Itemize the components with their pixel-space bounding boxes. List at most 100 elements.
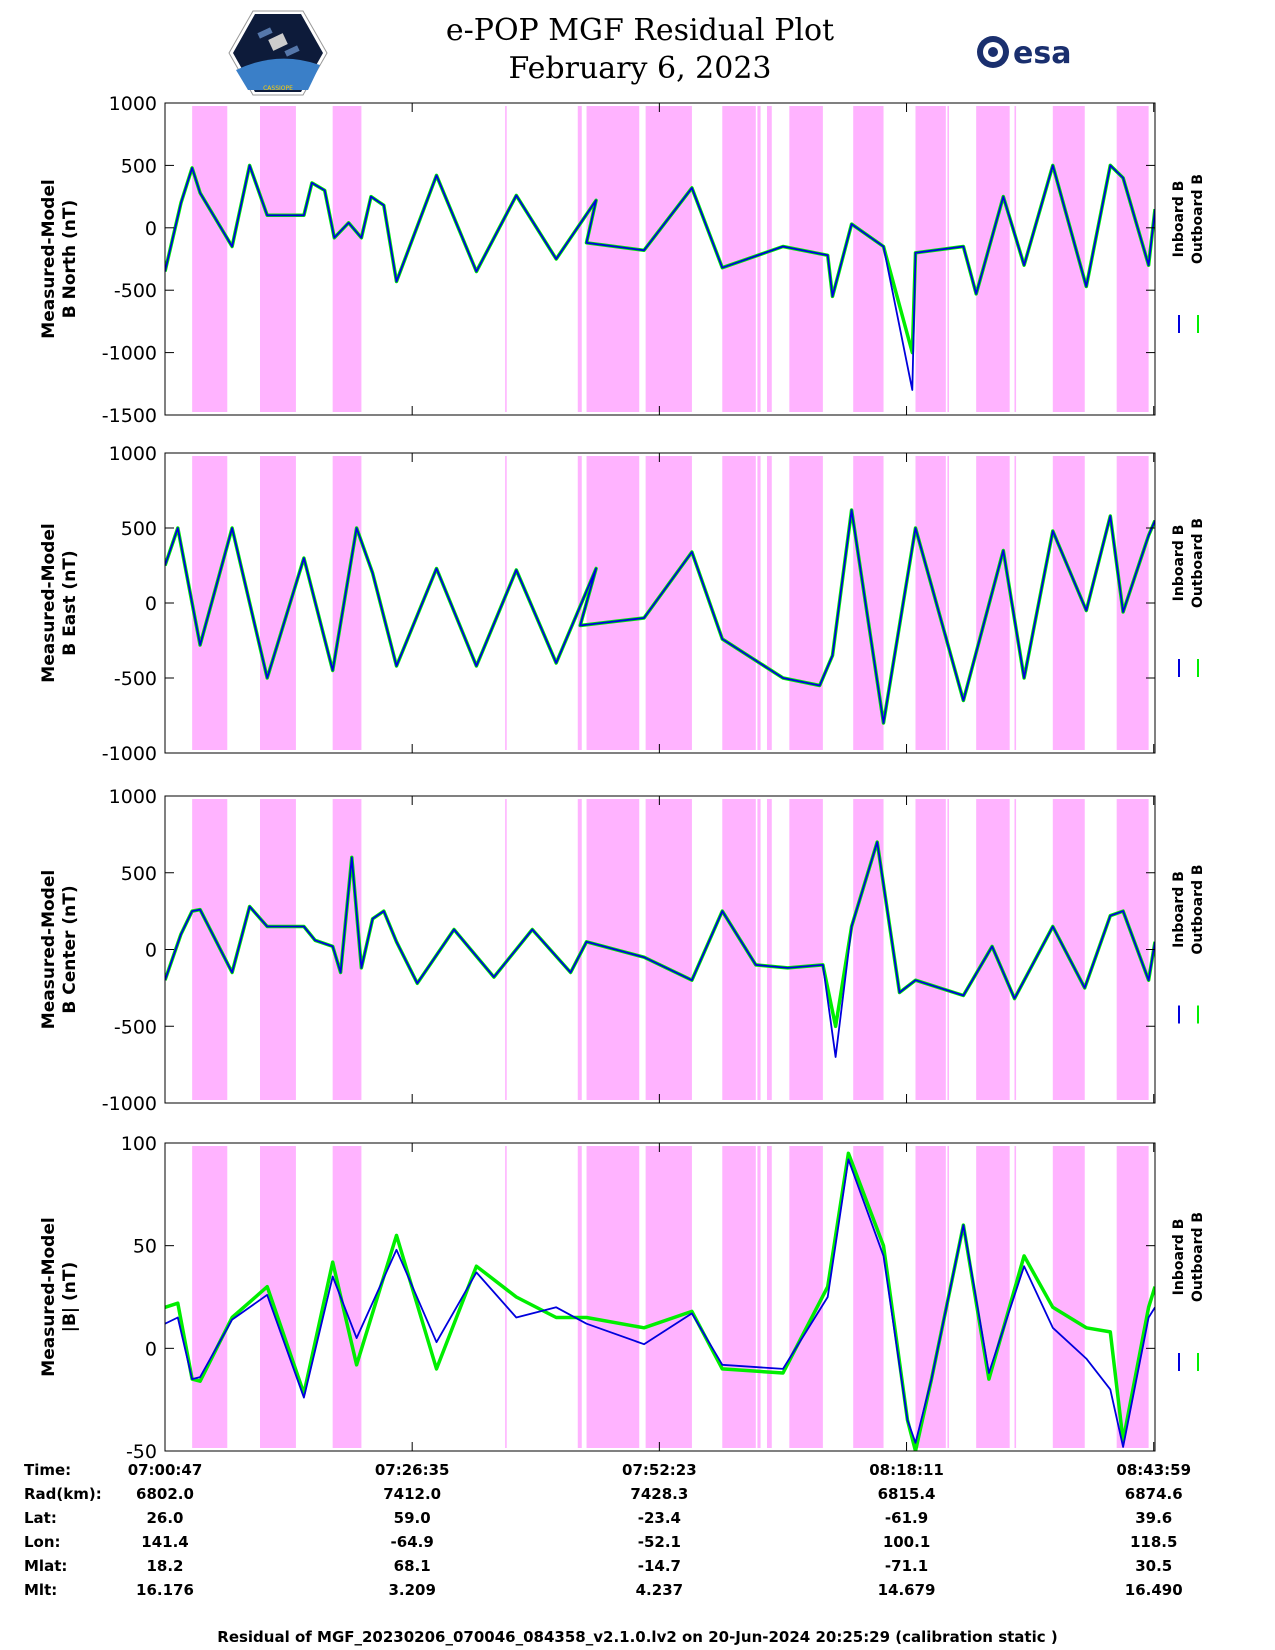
y-tick-label: -50	[126, 1441, 157, 1463]
legend-outboard-label: Outboard B	[1190, 1212, 1206, 1302]
data-gap-6	[645, 799, 692, 1100]
data-gap-1	[260, 106, 296, 412]
ephemeris-value: 6815.4	[878, 1485, 936, 1503]
ephemeris-value: 141.4	[141, 1533, 188, 1551]
y-tick-label: -500	[114, 280, 157, 302]
data-gap-7	[722, 799, 756, 1100]
y-tick-label: -500	[114, 1016, 157, 1038]
ephemeris-value: 118.5	[1130, 1533, 1177, 1551]
inboard-series-line	[165, 1158, 1155, 1448]
legend-labels: Inboard B Outboard B	[1171, 518, 1206, 608]
y-axis-label-line: Measured-Model	[39, 1217, 59, 1376]
data-gap-17	[1116, 799, 1149, 1100]
ephemeris-value: 39.6	[1135, 1509, 1172, 1527]
legend-inboard-label: Inboard B	[1171, 871, 1187, 948]
data-gap-11	[853, 456, 884, 750]
ephemeris-value: 16.176	[136, 1581, 194, 1599]
data-gap-12	[915, 456, 946, 750]
y-tick-label: 0	[145, 218, 157, 240]
data-gap-4	[577, 106, 582, 412]
y-axis-label-line: Measured-Model	[39, 523, 59, 682]
data-gap-2	[332, 106, 362, 412]
data-gap-17	[1116, 106, 1149, 412]
data-gap-6	[645, 106, 692, 412]
y-tick-label: 1000	[109, 443, 157, 465]
y-tick-label: -1000	[102, 743, 157, 765]
satellite-mission-logo: CASSIOPE	[228, 10, 328, 96]
y-tick-label: 0	[145, 593, 157, 615]
ephemeris-row-label: Lat:	[24, 1509, 57, 1527]
inboard-series-line	[165, 509, 1155, 724]
data-gap-4	[577, 1146, 582, 1448]
data-gap-9	[766, 1146, 772, 1448]
data-gap-7	[722, 456, 756, 750]
ephemeris-value: 07:52:23	[622, 1461, 697, 1479]
ephemeris-value: 18.2	[146, 1557, 183, 1575]
ephemeris-value: 16.490	[1125, 1581, 1183, 1599]
data-gap-14	[976, 106, 1010, 412]
legend-outboard-label: Outboard B	[1190, 864, 1206, 954]
data-gap-8	[757, 456, 761, 750]
data-gap-3	[505, 106, 507, 412]
y-axis-label-line: Measured-Model	[39, 870, 59, 1029]
data-gap-3	[505, 799, 507, 1100]
y-axis-label-line: B East (nT)	[60, 550, 80, 655]
data-gap-15	[1014, 456, 1017, 750]
data-gap-5	[586, 106, 640, 412]
ephemeris-table: Time: 07:00:47 07:26:35 07:52:23 08:18:11 08:…	[24, 1461, 1191, 1599]
ephemeris-value: -64.9	[391, 1533, 434, 1551]
ephemeris-value: 26.0	[146, 1509, 183, 1527]
ephemeris-value: 08:18:11	[869, 1461, 944, 1479]
y-axis-label: Measured-Model|B| (nT)	[39, 1217, 80, 1376]
y-tick-label: -1500	[102, 405, 157, 427]
data-gap-8	[757, 106, 761, 412]
ephemeris-value: -23.4	[638, 1509, 681, 1527]
data-gap-8	[757, 1146, 761, 1448]
data-gap-0	[192, 1146, 228, 1448]
data-gap-15	[1014, 799, 1017, 1100]
data-gap-5	[586, 456, 640, 750]
y-tick-label: 0	[145, 1338, 157, 1360]
data-gap-0	[192, 106, 228, 412]
ephemeris-value: 7428.3	[630, 1485, 688, 1503]
data-gap-16	[1052, 799, 1085, 1100]
data-gap-13	[947, 456, 950, 750]
ephemeris-value: -71.1	[885, 1557, 928, 1575]
ephemeris-row-label: Mlt:	[24, 1581, 57, 1599]
legend-inboard-label: Inboard B	[1171, 525, 1187, 602]
ephemeris-value: 14.679	[878, 1581, 936, 1599]
data-gap-9	[766, 106, 772, 412]
y-axis-label-line: B Center (nT)	[60, 885, 80, 1013]
legend-labels: Inboard B Outboard B	[1171, 174, 1206, 264]
ephemeris-value: 07:26:35	[375, 1461, 450, 1479]
ephemeris-value: -14.7	[638, 1557, 681, 1575]
data-gap-5	[586, 1146, 640, 1448]
data-gap-10	[789, 1146, 823, 1448]
data-gap-9	[766, 456, 772, 750]
ephemeris-row-label: Rad(km):	[24, 1485, 102, 1503]
data-gap-7	[722, 1146, 756, 1448]
ephemeris-value: -61.9	[885, 1509, 928, 1527]
inboard-series-line	[165, 841, 1155, 1058]
ephemeris-value: -52.1	[638, 1533, 681, 1551]
legend-inboard-label: Inboard B	[1171, 181, 1187, 258]
data-gap-11	[853, 106, 884, 412]
title-line-2: February 6, 2023	[508, 51, 772, 86]
y-axis-label-line: Measured-Model	[39, 179, 59, 338]
ephemeris-row-label: Time:	[24, 1461, 71, 1479]
title-line-1: e-POP MGF Residual Plot	[445, 13, 835, 48]
data-gap-15	[1014, 1146, 1017, 1448]
data-gap-14	[976, 1146, 1010, 1448]
data-gap-6	[645, 1146, 692, 1448]
data-gap-1	[260, 799, 296, 1100]
legend-labels: Inboard B Outboard B	[1171, 864, 1206, 954]
esa-logo: esa	[977, 36, 1071, 71]
y-tick-label: 500	[121, 518, 157, 540]
inboard-series-line	[165, 164, 1155, 391]
data-gap-2	[332, 799, 362, 1100]
y-tick-label: 100	[121, 1133, 157, 1155]
chart-title: e-POP MGF Residual Plot February 6, 2023	[380, 12, 900, 88]
y-tick-label: 1000	[109, 786, 157, 808]
y-tick-label: 0	[145, 940, 157, 962]
